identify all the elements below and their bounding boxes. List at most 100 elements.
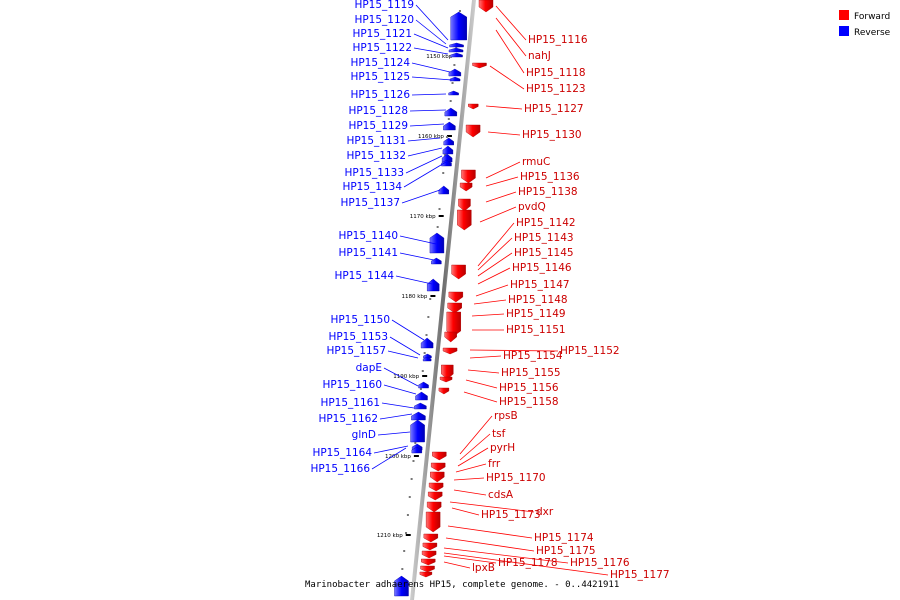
scale-ticks: 1150 kbp 1160 kbp 1170 kbp 1180 kbp 1190 kbp… — [377, 54, 461, 539]
legend-forward-label: Forward — [854, 12, 890, 22]
forward-leader-line — [459, 415, 493, 455]
forward-gene-label: HP15_1116 — [528, 34, 588, 46]
scale-tick-mark — [430, 295, 436, 297]
forward-leader-line — [443, 547, 569, 564]
gene-features — [394, 0, 494, 597]
reverse-gene-arrow — [411, 411, 426, 421]
axis-dot — [414, 442, 417, 444]
forward-gene-arrow — [451, 264, 466, 280]
forward-gene-label: pyrH — [490, 442, 515, 454]
reverse-leader-line — [407, 137, 441, 142]
reverse-leader-line — [411, 76, 453, 81]
forward-gene-label: lpxB — [472, 562, 495, 574]
axis-dot — [444, 154, 447, 156]
reverse-gene-label: HP15_1161 — [320, 397, 380, 409]
forward-gene-arrow — [446, 311, 461, 337]
forward-gene-label: HP15_1174 — [534, 532, 594, 544]
axis-dot — [412, 460, 415, 462]
scale-tick-mark — [438, 215, 444, 217]
forward-leader-line — [477, 237, 513, 271]
forward-leader-line — [475, 284, 509, 297]
reverse-gene-label: HP15_1137 — [340, 197, 400, 209]
reverse-gene-arrow — [442, 145, 454, 155]
legend-reverse-swatch — [839, 26, 849, 36]
sequence-axis — [410, 0, 476, 600]
forward-leader-line — [469, 349, 559, 352]
scale-tick-label: 1190 kbp — [393, 374, 419, 380]
forward-leader-line — [477, 222, 515, 267]
forward-gene-arrow — [444, 331, 457, 343]
scale-tick-label: 1150 kbp — [426, 54, 452, 60]
forward-gene-label: HP15_1176 — [570, 557, 630, 569]
reverse-leader-line — [383, 384, 417, 395]
axis-dot — [406, 514, 409, 516]
reverse-gene-arrow — [415, 391, 428, 401]
axis-dot — [410, 478, 413, 480]
axis-dot — [403, 550, 406, 552]
forward-gene-label: dxr — [536, 506, 554, 518]
legend-reverse-label: Reverse — [854, 28, 891, 38]
forward-gene-arrow — [421, 558, 436, 566]
forward-gene-label: HP15_1170 — [486, 472, 546, 484]
legend-forward-swatch — [839, 10, 849, 20]
forward-gene-arrow — [447, 302, 462, 314]
forward-gene-label: cdsA — [488, 489, 514, 501]
reverse-gene-label: HP15_1126 — [350, 89, 410, 101]
forward-gene-label: frr — [488, 458, 501, 470]
forward-gene-arrow — [448, 291, 464, 303]
scale-tick-mark — [405, 534, 411, 536]
forward-gene-label: HP15_1158 — [499, 396, 559, 408]
forward-leader-line — [473, 299, 507, 305]
forward-leader-line — [455, 463, 487, 473]
axis-dot — [401, 568, 404, 570]
reverse-gene-arrow — [426, 278, 440, 292]
axis-dot — [458, 10, 461, 12]
reverse-gene-label: HP15_1124 — [350, 57, 410, 69]
reverse-leader-line — [395, 275, 433, 285]
reverse-gene-arrow — [429, 232, 445, 254]
reverse-leader-line — [391, 319, 425, 341]
axis-dot — [449, 100, 452, 102]
forward-gene-label: HP15_1177 — [610, 569, 670, 581]
reverse-gene-arrow — [448, 47, 464, 53]
forward-gene-label: rmuC — [522, 156, 550, 168]
forward-gene-label: HP15_1149 — [506, 308, 566, 320]
axis-dot — [421, 370, 424, 372]
reverse-leader-line — [415, 4, 449, 41]
forward-gene-arrow — [430, 462, 446, 472]
forward-gene-label: HP15_1138 — [518, 186, 578, 198]
reverse-gene-label: HP15_1153 — [328, 331, 388, 343]
reverse-gene-label: HP15_1122 — [352, 42, 412, 54]
reverse-gene-label: HP15_1164 — [312, 447, 372, 459]
reverse-gene-label: HP15_1121 — [352, 28, 412, 40]
reverse-gene-arrow — [414, 402, 427, 410]
forward-leader-line — [467, 369, 500, 374]
forward-gene-arrow — [419, 571, 433, 578]
reverse-gene-arrow — [448, 68, 462, 77]
reverse-gene-label: HP15_1141 — [338, 247, 398, 259]
axis-dot — [419, 388, 422, 390]
forward-leader-line — [485, 176, 519, 187]
forward-gene-arrow — [468, 103, 479, 110]
forward-gene-label: HP15_1154 — [503, 350, 563, 362]
reverse-gene-label: HP15_1162 — [318, 413, 378, 425]
forward-leader-line — [449, 501, 535, 513]
forward-gene-arrow — [457, 209, 472, 231]
reverse-leader-line — [399, 235, 437, 245]
reverse-leader-line — [377, 431, 411, 436]
forward-leader-line — [495, 17, 527, 57]
scale-tick-mark — [413, 455, 419, 457]
scale-tick-label: 1160 kbp — [418, 134, 444, 140]
axis-dot — [427, 316, 430, 318]
reverse-leader-line — [413, 47, 449, 55]
forward-gene-label: HP15_1127 — [524, 103, 584, 115]
reverse-leader-line — [389, 336, 421, 356]
forward-gene-arrow — [420, 565, 435, 573]
forward-gene-label: HP15_1155 — [501, 367, 561, 379]
scale-tick-label: 1200 kbp — [385, 454, 411, 460]
reverse-leader-line — [371, 447, 407, 470]
forward-gene-label: rpsB — [494, 410, 518, 422]
reverse-gene-arrow — [448, 90, 459, 96]
axis-dot — [408, 496, 411, 498]
reverse-gene-arrow — [441, 159, 452, 167]
